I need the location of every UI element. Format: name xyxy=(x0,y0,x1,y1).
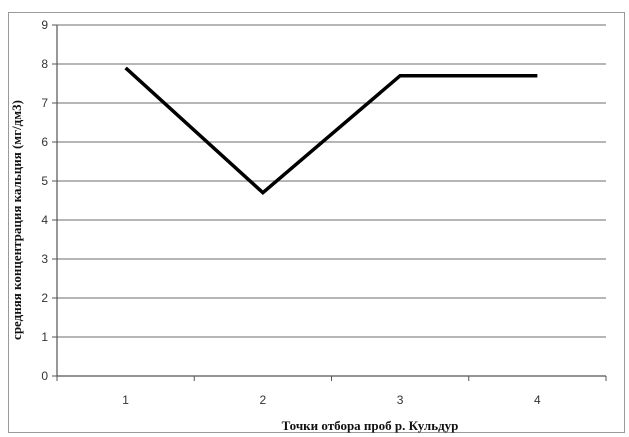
y-tick-label: 8 xyxy=(41,57,48,71)
series-line-group xyxy=(124,66,538,196)
series-line xyxy=(124,66,538,196)
y-tick-label: 4 xyxy=(41,213,48,227)
x-tick-labels: 1 2 3 4 xyxy=(122,393,541,407)
chart-frame xyxy=(8,12,625,433)
y-tick-label: 9 xyxy=(41,18,48,32)
y-tick-label: 0 xyxy=(41,369,48,383)
y-tick-label: 1 xyxy=(41,330,48,344)
y-axis-title: средняя концентрация кальция (мг/дм3) xyxy=(9,100,24,340)
gridlines xyxy=(57,24,606,338)
x-tick-label: 4 xyxy=(534,393,541,407)
y-tick-label: 6 xyxy=(41,135,48,149)
x-tick-label: 2 xyxy=(260,393,267,407)
y-tick-label: 2 xyxy=(41,291,48,305)
x-tick-label: 3 xyxy=(397,393,404,407)
axes xyxy=(52,24,607,381)
y-tick-label: 5 xyxy=(41,174,48,188)
y-tick-label: 3 xyxy=(41,252,48,266)
y-tick-labels: 0 1 2 3 4 5 6 7 8 9 xyxy=(41,18,48,383)
x-tick-label: 1 xyxy=(122,393,129,407)
x-axis-title: Точки отбора проб р. Кульдур xyxy=(282,418,459,433)
y-tick-label: 7 xyxy=(41,96,48,110)
